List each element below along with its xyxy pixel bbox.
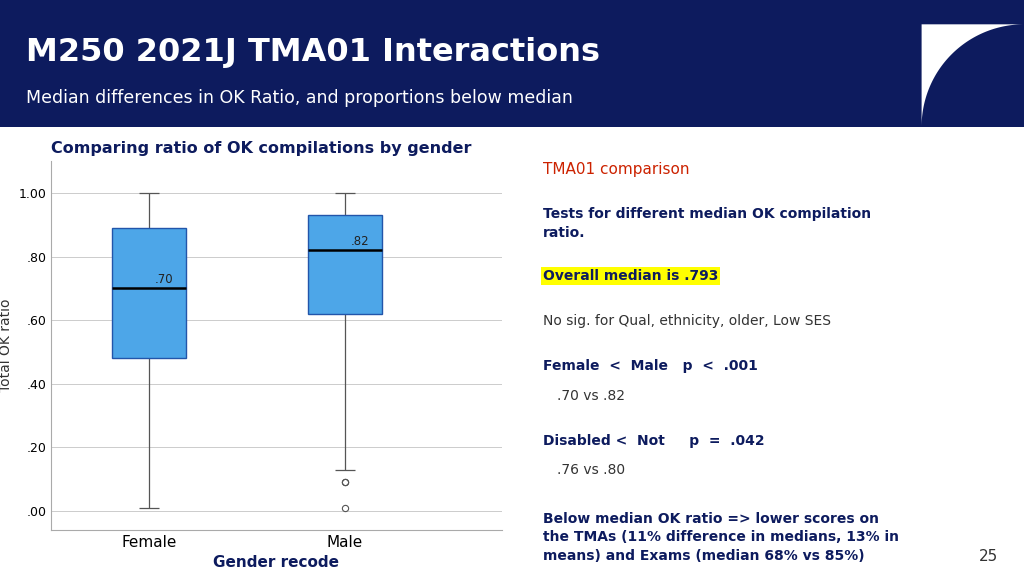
- Bar: [112, 228, 186, 358]
- Text: Overall median is .793: Overall median is .793: [543, 269, 718, 283]
- Y-axis label: Total OK ratio: Total OK ratio: [0, 299, 13, 392]
- Text: .70 vs .82: .70 vs .82: [557, 389, 625, 403]
- Text: Comparing ratio of OK compilations by gender: Comparing ratio of OK compilations by ge…: [51, 141, 472, 156]
- Text: .70: .70: [155, 273, 174, 286]
- Text: .76 vs .80: .76 vs .80: [557, 463, 625, 477]
- Text: Median differences in OK Ratio, and proportions below median: Median differences in OK Ratio, and prop…: [26, 89, 572, 107]
- Text: Below median OK ratio => lower scores on
the TMAs (11% difference in medians, 13: Below median OK ratio => lower scores on…: [543, 512, 899, 563]
- Text: Tests for different median OK compilation
ratio.: Tests for different median OK compilatio…: [543, 207, 870, 240]
- Text: TMA01 comparison: TMA01 comparison: [543, 161, 689, 176]
- Text: No sig. for Qual, ethnicity, older, Low SES: No sig. for Qual, ethnicity, older, Low …: [543, 314, 830, 328]
- Text: .82: .82: [351, 234, 370, 248]
- Bar: [308, 215, 382, 314]
- Text: Disabled <  Not     p  =  .042: Disabled < Not p = .042: [543, 434, 764, 448]
- Text: 25: 25: [979, 550, 998, 564]
- Text: Female  <  Male   p  <  .001: Female < Male p < .001: [543, 359, 758, 373]
- X-axis label: Gender recode: Gender recode: [213, 555, 340, 570]
- Text: M250 2021J TMA01 Interactions: M250 2021J TMA01 Interactions: [26, 37, 600, 69]
